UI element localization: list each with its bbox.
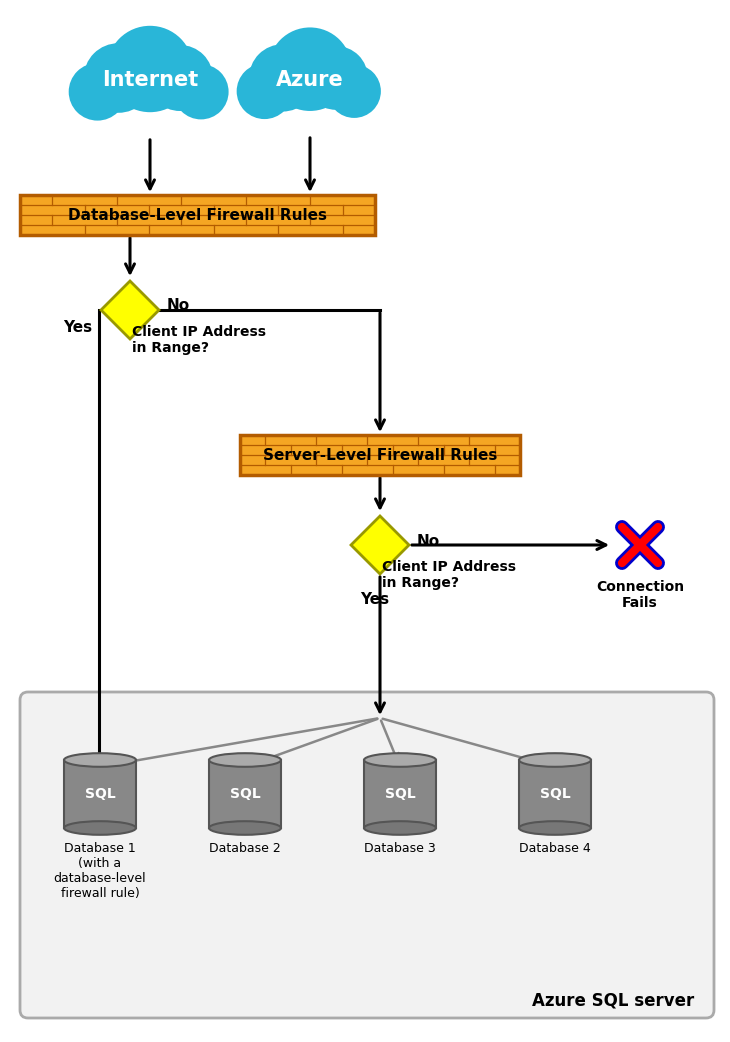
Text: SQL: SQL [85, 787, 115, 801]
Text: Yes: Yes [63, 321, 92, 336]
Circle shape [237, 64, 292, 119]
Text: Database 1
(with a
database-level
firewall rule): Database 1 (with a database-level firewa… [54, 842, 146, 900]
Text: Database 4: Database 4 [519, 842, 591, 855]
Circle shape [69, 63, 126, 121]
Text: Yes: Yes [361, 592, 390, 607]
Text: Database 2: Database 2 [209, 842, 281, 855]
Ellipse shape [64, 753, 136, 767]
Circle shape [174, 65, 228, 120]
Text: SQL: SQL [230, 787, 261, 801]
Circle shape [147, 45, 213, 111]
Bar [64, 760, 136, 828]
Bar [253, 75, 367, 107]
Ellipse shape [519, 753, 591, 767]
Text: Azure SQL server: Azure SQL server [531, 992, 694, 1010]
Bar [84, 75, 216, 108]
Bar [519, 760, 591, 828]
Circle shape [249, 44, 316, 111]
Bar [364, 760, 436, 828]
Text: Internet: Internet [102, 70, 198, 90]
Text: No: No [167, 298, 190, 314]
Text: SQL: SQL [385, 787, 415, 801]
Circle shape [328, 65, 381, 118]
Text: Client IP Address
in Range?: Client IP Address in Range? [132, 325, 266, 355]
Ellipse shape [364, 753, 436, 767]
Text: No: No [417, 534, 440, 548]
Text: Connection
Fails: Connection Fails [596, 580, 684, 611]
Text: Database 3: Database 3 [364, 842, 436, 855]
Ellipse shape [519, 821, 591, 835]
Polygon shape [101, 281, 159, 339]
Ellipse shape [209, 821, 281, 835]
Bar [20, 195, 375, 235]
Text: Client IP Address
in Range?: Client IP Address in Range? [382, 560, 516, 590]
Text: Azure: Azure [276, 70, 344, 90]
Bar [209, 760, 281, 828]
Circle shape [304, 46, 368, 109]
Ellipse shape [364, 821, 436, 835]
Circle shape [107, 26, 193, 113]
Bar [240, 435, 520, 475]
Circle shape [268, 27, 352, 110]
Ellipse shape [209, 753, 281, 767]
Polygon shape [351, 516, 409, 574]
FancyBboxPatch shape [20, 692, 714, 1018]
Text: Database-Level Firewall Rules: Database-Level Firewall Rules [68, 207, 327, 223]
Text: SQL: SQL [539, 787, 570, 801]
Text: Server-Level Firewall Rules: Server-Level Firewall Rules [263, 447, 497, 463]
Circle shape [84, 43, 153, 113]
Ellipse shape [64, 821, 136, 835]
